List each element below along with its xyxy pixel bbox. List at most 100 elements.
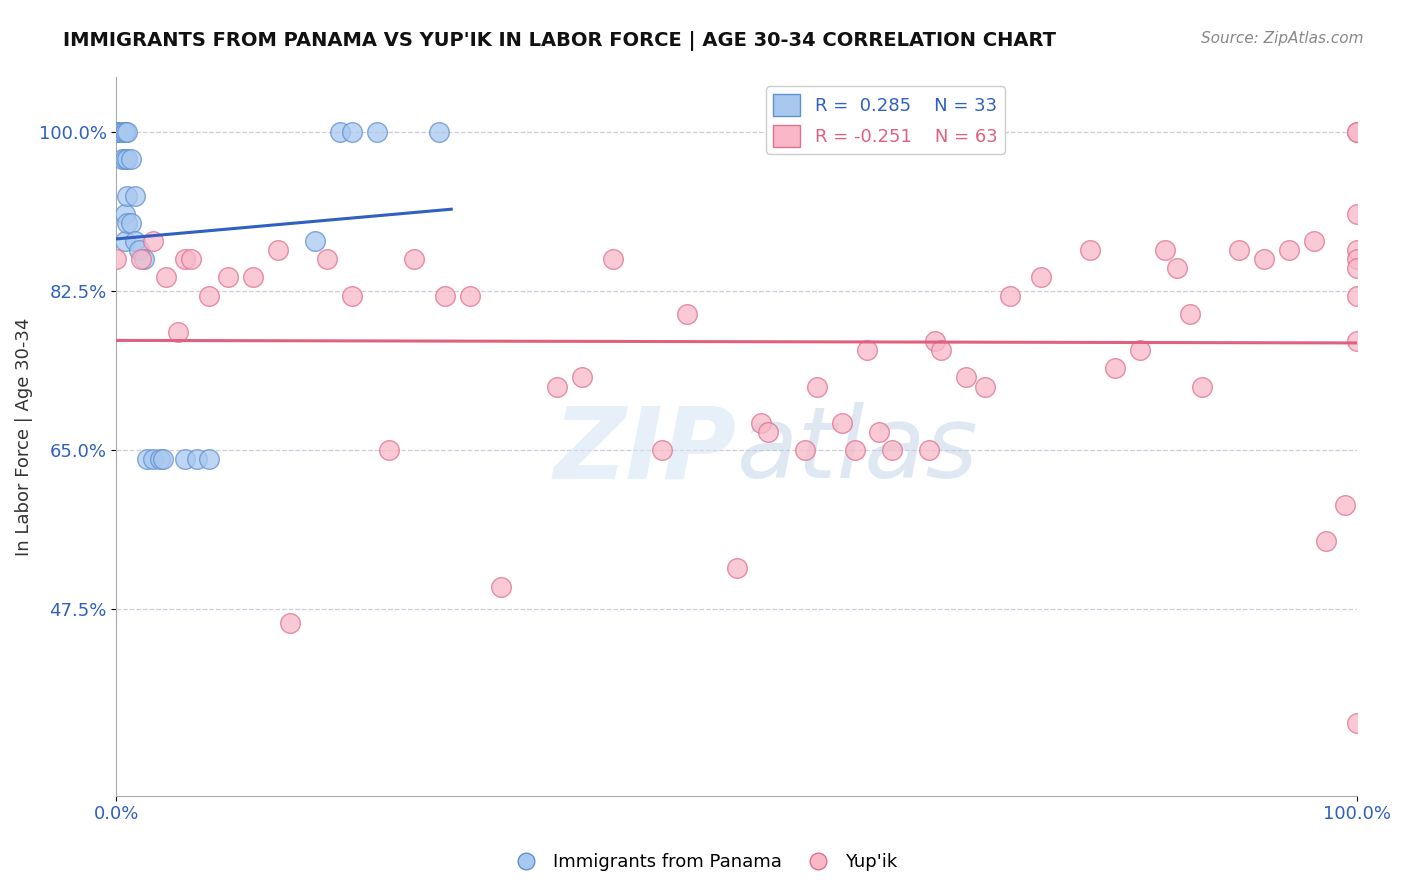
Point <box>751 416 773 430</box>
Point <box>173 252 195 267</box>
Point <box>180 252 202 267</box>
Point <box>114 234 136 248</box>
Point <box>602 252 624 267</box>
Point <box>378 443 401 458</box>
Point <box>167 325 190 339</box>
Point <box>114 153 136 167</box>
Point <box>340 288 363 302</box>
Point <box>329 125 352 139</box>
Point <box>1178 307 1201 321</box>
Point <box>844 443 866 458</box>
Point <box>1129 343 1152 358</box>
Text: atlas: atlas <box>737 402 979 500</box>
Point <box>756 425 779 439</box>
Point <box>105 125 128 139</box>
Point <box>129 252 152 267</box>
Point <box>242 270 264 285</box>
Point <box>105 252 128 267</box>
Point <box>1078 243 1101 257</box>
Point <box>973 379 995 393</box>
Point <box>1346 334 1368 348</box>
Point <box>856 343 879 358</box>
Point <box>155 270 177 285</box>
Point <box>955 370 977 384</box>
Point <box>427 125 450 139</box>
Point <box>132 252 155 267</box>
Point <box>1302 234 1324 248</box>
Point <box>931 343 953 358</box>
Point <box>105 125 128 139</box>
Point <box>924 334 946 348</box>
Point <box>217 270 239 285</box>
Point <box>1346 288 1368 302</box>
Point <box>1346 243 1368 257</box>
Point <box>676 307 699 321</box>
Point <box>152 452 174 467</box>
Point <box>149 452 172 467</box>
Point <box>366 125 388 139</box>
Point <box>806 379 828 393</box>
Point <box>1346 716 1368 731</box>
Point <box>793 443 815 458</box>
Point <box>142 452 165 467</box>
Point <box>1278 243 1301 257</box>
Text: Source: ZipAtlas.com: Source: ZipAtlas.com <box>1201 31 1364 46</box>
Point <box>316 252 339 267</box>
Point <box>105 125 128 139</box>
Point <box>266 243 288 257</box>
Point <box>402 252 425 267</box>
Point <box>1253 252 1275 267</box>
Point <box>458 288 481 302</box>
Point <box>117 125 139 139</box>
Point <box>124 234 146 248</box>
Point <box>1104 361 1126 376</box>
Point <box>434 288 457 302</box>
Point <box>142 234 165 248</box>
Point <box>173 452 195 467</box>
Point <box>651 443 673 458</box>
Point <box>1333 498 1355 512</box>
Legend: Immigrants from Panama, Yup'ik: Immigrants from Panama, Yup'ik <box>501 847 905 879</box>
Point <box>117 216 139 230</box>
Point <box>340 125 363 139</box>
Point <box>489 580 512 594</box>
Point <box>868 425 890 439</box>
Point <box>1227 243 1250 257</box>
Legend: R =  0.285    N = 33, R = -0.251    N = 63: R = 0.285 N = 33, R = -0.251 N = 63 <box>766 87 1005 154</box>
Y-axis label: In Labor Force | Age 30-34: In Labor Force | Age 30-34 <box>15 318 32 556</box>
Point <box>546 379 568 393</box>
Point <box>1191 379 1213 393</box>
Point <box>880 443 903 458</box>
Point <box>1166 261 1188 276</box>
Point <box>198 452 221 467</box>
Text: ZIP: ZIP <box>554 402 737 500</box>
Text: IMMIGRANTS FROM PANAMA VS YUP'IK IN LABOR FORCE | AGE 30-34 CORRELATION CHART: IMMIGRANTS FROM PANAMA VS YUP'IK IN LABO… <box>63 31 1056 51</box>
Point <box>998 288 1021 302</box>
Point <box>1029 270 1052 285</box>
Point <box>124 188 146 202</box>
Point <box>117 153 139 167</box>
Point <box>105 125 128 139</box>
Point <box>1153 243 1175 257</box>
Point <box>571 370 593 384</box>
Point <box>114 207 136 221</box>
Point <box>114 125 136 139</box>
Point <box>120 153 142 167</box>
Point <box>831 416 853 430</box>
Point <box>1346 252 1368 267</box>
Point <box>111 125 134 139</box>
Point <box>117 188 139 202</box>
Point <box>198 288 221 302</box>
Point <box>918 443 941 458</box>
Point <box>1315 534 1337 549</box>
Point <box>1346 125 1368 139</box>
Point <box>278 615 301 630</box>
Point <box>114 125 136 139</box>
Point <box>128 243 150 257</box>
Point <box>725 561 748 575</box>
Point <box>186 452 208 467</box>
Point <box>1346 207 1368 221</box>
Point <box>304 234 326 248</box>
Point <box>1346 125 1368 139</box>
Point <box>111 153 134 167</box>
